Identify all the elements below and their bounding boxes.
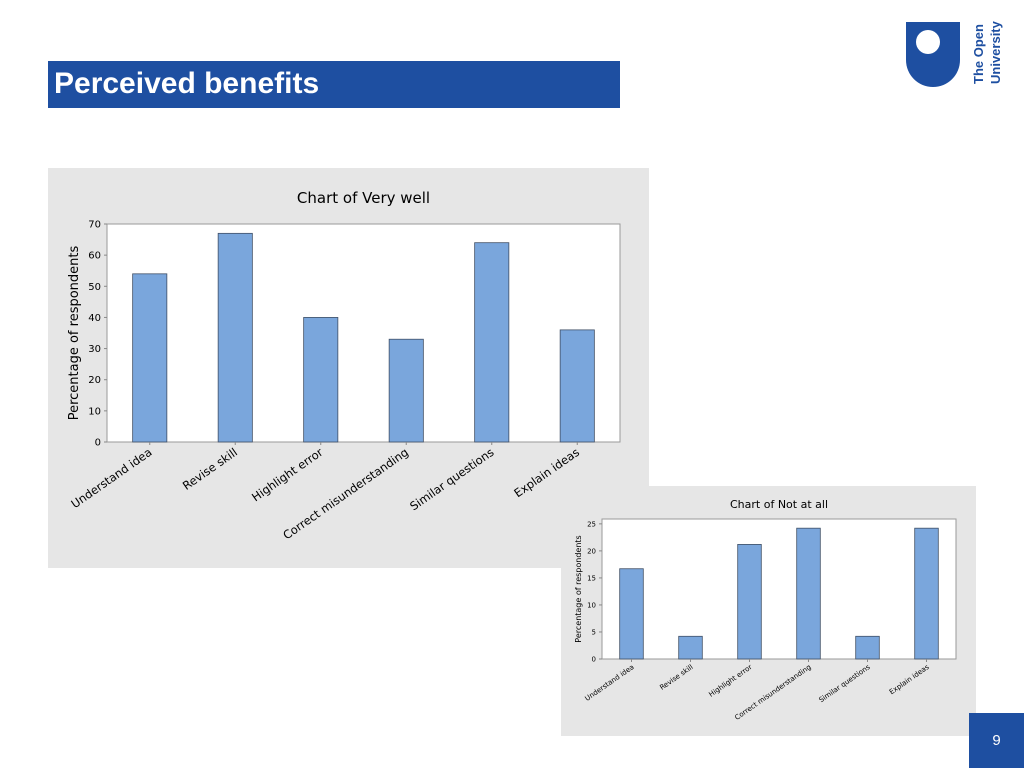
y-axis-label: Percentage of respondents — [67, 245, 82, 420]
y-tick-label-0: 0 — [95, 438, 101, 449]
x-tick-label-revise-skill: Revise skill — [658, 663, 694, 692]
bar-highlight-error — [303, 317, 339, 443]
chart-title: Chart of Very well — [297, 189, 430, 207]
x-tick-label-understand-idea: Understand idea — [584, 663, 636, 703]
y-tick-label-15: 15 — [587, 574, 596, 582]
logo-dot-icon — [916, 30, 940, 54]
slide-title: Perceived benefits — [54, 67, 320, 100]
y-tick-label-70: 70 — [88, 220, 101, 231]
x-tick-label-highlight-error: Highlight error — [707, 663, 753, 699]
chart-title: Chart of Not at all — [730, 498, 828, 511]
bar-revise-skill — [678, 635, 703, 660]
bar-similar-questions — [474, 242, 510, 443]
bar-highlight-error — [737, 544, 762, 660]
x-tick-label-highlight-error: Highlight error — [249, 445, 326, 504]
y-tick-label-20: 20 — [587, 547, 596, 555]
bar-correct-misunderstanding — [388, 338, 424, 443]
logo-text-line1: The Open — [971, 24, 986, 84]
y-tick-label-50: 50 — [88, 282, 101, 293]
bar-revise-skill — [217, 232, 253, 443]
logo-text-line2: University — [988, 20, 1003, 84]
y-tick-label-20: 20 — [88, 375, 101, 386]
x-tick-label-understand-idea: Understand idea — [68, 445, 154, 511]
chart-not-at-all-panel: Chart of Not at all 0 5 10 15 20 25 Percentage … — [561, 486, 976, 736]
page-number-text: 9 — [992, 732, 1001, 749]
x-tick-label-similar-questions: Similar questions — [407, 445, 496, 513]
y-tick-label-30: 30 — [88, 344, 101, 355]
bar-understand-idea — [132, 273, 168, 443]
y-tick-label-25: 25 — [587, 520, 596, 528]
chart-very-well: Chart of Very well 0 10 20 30 40 50 60 70 Percent… — [67, 189, 621, 542]
bar-similar-questions — [855, 635, 880, 660]
page-number: 9 — [969, 713, 1024, 768]
y-axis-label: Percentage of respondents — [574, 535, 583, 642]
bar-explain-ideas — [914, 527, 939, 660]
y-tick-label-0: 0 — [592, 655, 596, 663]
bar-explain-ideas — [559, 329, 595, 443]
y-tick-label-60: 60 — [88, 251, 101, 262]
open-university-logo: The Open University — [904, 20, 1004, 90]
y-tick-label-10: 10 — [587, 601, 596, 609]
plot-area — [106, 223, 621, 443]
bar-understand-idea — [619, 568, 644, 660]
x-tick-label-similar-questions: Similar questions — [818, 663, 872, 704]
x-tick-label-revise-skill: Revise skill — [180, 445, 240, 493]
y-tick-label-40: 40 — [88, 313, 101, 324]
chart-not-at-all: Chart of Not at all 0 5 10 15 20 25 Percentage … — [574, 498, 957, 722]
plot-area — [601, 518, 957, 660]
chart-very-well-panel: Chart of Very well 0 10 20 30 40 50 60 70 Percent… — [48, 168, 649, 568]
y-tick-label-5: 5 — [592, 628, 596, 636]
title-bar: Perceived benefits — [48, 61, 620, 108]
y-tick-label-10: 10 — [88, 406, 101, 417]
x-tick-label-explain-ideas: Explain ideas — [888, 663, 931, 696]
bar-correct-misunderstanding — [796, 527, 821, 660]
